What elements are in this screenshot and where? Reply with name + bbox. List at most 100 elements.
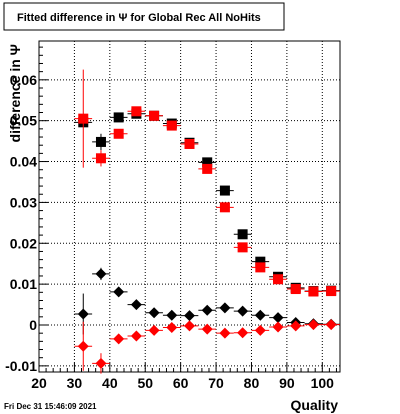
data-point <box>233 327 252 339</box>
square-marker <box>184 138 195 149</box>
data-point <box>127 106 146 117</box>
data-point <box>233 229 252 240</box>
data-point <box>269 312 287 324</box>
diamond-marker <box>237 327 249 339</box>
data-point <box>216 327 234 339</box>
data-point <box>127 299 146 311</box>
data-point <box>233 305 252 317</box>
diamond-marker <box>307 319 319 331</box>
diamond-marker <box>272 321 284 333</box>
data-point <box>251 324 270 336</box>
diamond-marker <box>237 305 249 317</box>
data-point <box>145 307 163 319</box>
square-marker <box>131 106 142 117</box>
data-point <box>162 120 181 131</box>
diamond-marker <box>272 312 284 324</box>
square-marker <box>255 256 266 267</box>
diamond-marker <box>201 304 213 316</box>
square-marker <box>95 136 106 147</box>
data-point <box>286 320 305 332</box>
series-2 <box>74 69 340 297</box>
diamond-marker <box>130 330 142 342</box>
x-tick-label: 40 <box>102 375 118 391</box>
diamond-marker <box>219 327 231 339</box>
x-tick-label: 90 <box>279 375 295 391</box>
x-tick-label: 60 <box>173 375 189 391</box>
grid-layer <box>39 41 340 372</box>
x-tick-label: 20 <box>31 375 47 391</box>
data-point <box>304 319 323 331</box>
diamond-marker <box>113 286 125 298</box>
diamond-marker <box>95 268 107 280</box>
square-marker <box>237 229 248 240</box>
x-tick-label: 100 <box>311 375 335 391</box>
diamond-marker <box>325 319 337 331</box>
diamond-marker <box>254 324 266 336</box>
diamond-marker <box>184 310 195 322</box>
data-point <box>322 319 340 331</box>
diamond-marker <box>130 299 142 311</box>
data-point <box>198 157 217 168</box>
data-point <box>251 309 270 321</box>
diamond-marker <box>77 340 89 352</box>
data-point <box>216 202 234 213</box>
data-point <box>162 321 181 333</box>
diamond-marker <box>201 323 213 335</box>
square-marker <box>202 157 213 168</box>
data-point <box>269 274 287 285</box>
x-tick-label: 70 <box>208 375 224 391</box>
square-marker <box>166 120 177 131</box>
data-point <box>216 185 234 196</box>
data-layer <box>74 69 340 374</box>
data-point <box>74 321 93 371</box>
square-marker <box>149 110 160 121</box>
x-tick-label: 80 <box>244 375 260 391</box>
data-point <box>109 112 128 123</box>
diamond-marker <box>148 307 160 319</box>
diamond-marker <box>166 309 178 321</box>
data-point <box>145 110 163 121</box>
diamond-marker <box>184 320 195 332</box>
square-marker <box>202 163 213 174</box>
data-point <box>269 321 287 333</box>
diamond-marker <box>95 357 107 369</box>
x-tick-label: 30 <box>67 375 83 391</box>
data-point <box>127 330 146 342</box>
data-point <box>109 286 128 298</box>
data-point <box>109 333 128 345</box>
data-point <box>198 163 217 174</box>
data-point <box>198 323 217 335</box>
data-point <box>286 284 305 295</box>
square-marker <box>237 242 248 253</box>
square-marker <box>255 262 266 273</box>
square-marker <box>113 112 124 123</box>
data-point <box>180 320 199 332</box>
y-tick-label: 0.01 <box>10 276 37 292</box>
title-box-frame <box>3 2 285 31</box>
y-tick-label: 0.02 <box>10 235 37 251</box>
data-point <box>251 262 270 273</box>
title-box: Fitted difference in Ψ for Global Rec Al… <box>3 2 285 31</box>
x-tick-label: 50 <box>137 375 153 391</box>
diamond-marker <box>77 308 89 320</box>
square-marker <box>219 185 230 196</box>
y-tick-label: 0 <box>29 317 37 333</box>
data-point <box>180 138 199 149</box>
data-point <box>74 69 93 168</box>
square-marker <box>78 113 89 124</box>
square-marker <box>113 128 124 139</box>
square-marker <box>290 284 301 295</box>
diamond-marker <box>219 302 231 314</box>
data-point <box>198 304 217 316</box>
chart-title: Fitted difference in Ψ for Global Rec Al… <box>17 12 261 24</box>
square-marker <box>273 274 284 285</box>
tick-layer <box>38 46 337 372</box>
diamond-marker <box>113 333 125 345</box>
diamond-marker <box>148 324 160 336</box>
tick-label-layer: 20 30 40 50 60 70 80 90 100 -0.01 0 0.01 0.02 0.03 0.0… <box>5 72 334 391</box>
square-marker <box>219 202 230 213</box>
data-point <box>180 310 199 322</box>
data-point <box>109 128 128 139</box>
data-point <box>92 267 110 281</box>
